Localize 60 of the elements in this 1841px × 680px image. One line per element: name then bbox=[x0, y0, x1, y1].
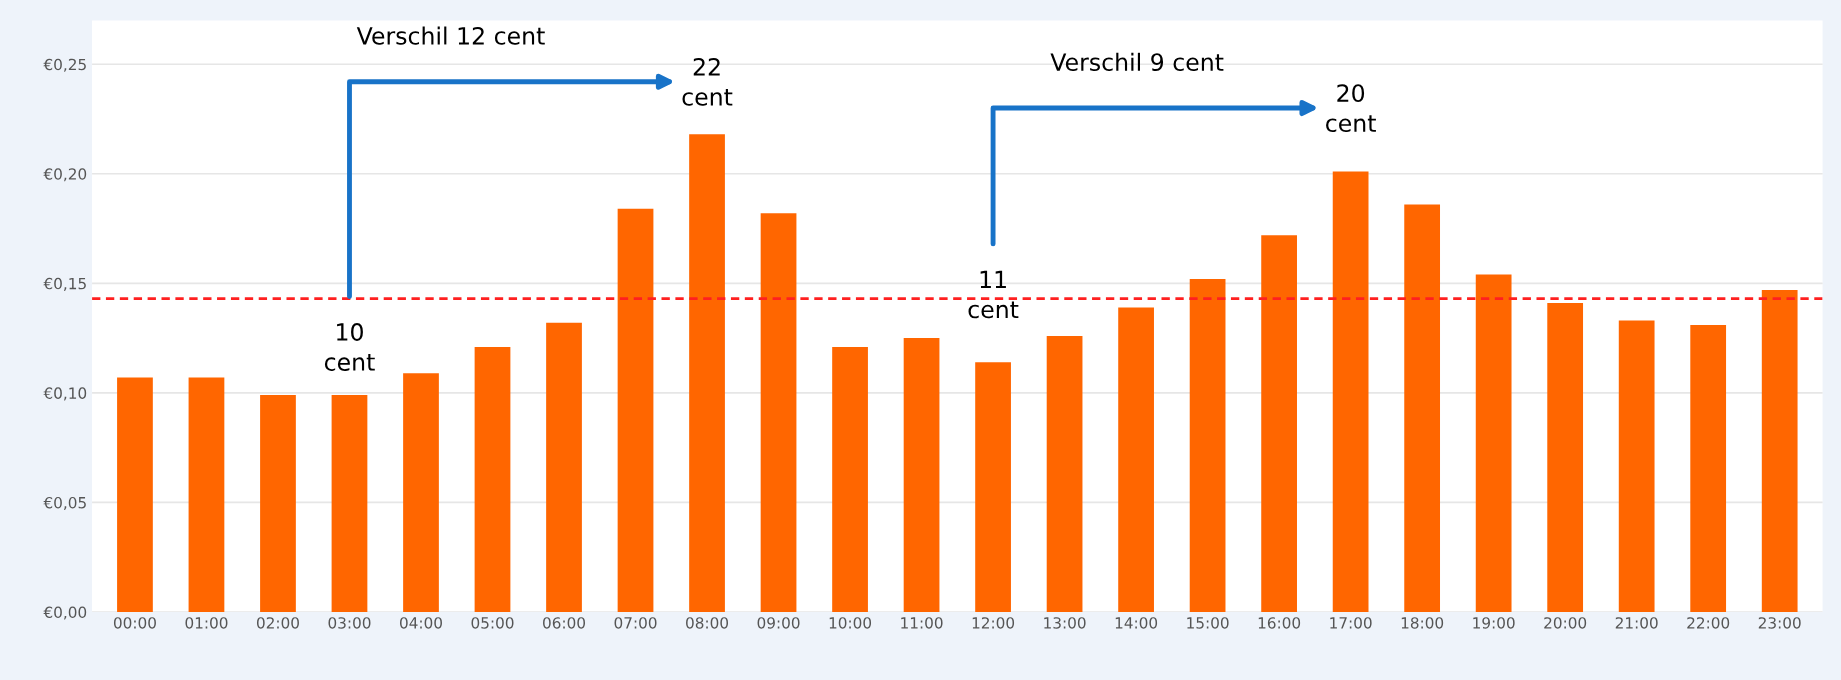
x-tick-label: 05:00 bbox=[471, 617, 514, 629]
bar bbox=[403, 373, 439, 612]
bar bbox=[1475, 274, 1512, 612]
bar bbox=[188, 377, 225, 612]
bar bbox=[331, 395, 368, 612]
x-tick-label: 19:00 bbox=[1473, 617, 1515, 629]
bar bbox=[1618, 320, 1655, 612]
bar bbox=[903, 338, 940, 612]
x-tick-label: 11:00 bbox=[901, 617, 943, 629]
bar bbox=[1404, 204, 1441, 612]
y-tick-label: €0,15 bbox=[43, 277, 86, 291]
x-tick-label: 23:00 bbox=[1758, 617, 1801, 629]
x-tick-label: 10:00 bbox=[829, 617, 872, 629]
bar bbox=[1261, 235, 1297, 612]
bar bbox=[260, 395, 296, 612]
x-tick-label: 01:00 bbox=[185, 617, 228, 629]
x-tick-label: 02:00 bbox=[256, 617, 299, 629]
x-tick-label: 22:00 bbox=[1687, 617, 1730, 629]
bar bbox=[1046, 335, 1083, 612]
annotation: 22 cent bbox=[682, 57, 733, 106]
annotation: Verschil 9 cent bbox=[1050, 52, 1224, 72]
annotation: Verschil 12 cent bbox=[356, 26, 545, 45]
bar bbox=[117, 377, 153, 612]
x-tick-label: 14:00 bbox=[1115, 617, 1158, 629]
x-tick-label: 04:00 bbox=[399, 617, 442, 629]
x-tick-label: 18:00 bbox=[1401, 617, 1444, 629]
bar bbox=[474, 346, 511, 612]
annotation: 20 cent bbox=[1326, 84, 1376, 133]
annotation: 10 cent bbox=[324, 323, 375, 371]
bar bbox=[1690, 324, 1727, 612]
bar bbox=[1189, 278, 1226, 612]
x-tick-label: 12:00 bbox=[972, 617, 1015, 629]
y-tick-label: €0,25 bbox=[43, 58, 86, 72]
bar bbox=[1761, 289, 1798, 612]
bar bbox=[760, 213, 797, 612]
x-tick-label: 13:00 bbox=[1044, 617, 1086, 629]
y-tick-label: €0,10 bbox=[43, 387, 87, 401]
bar bbox=[1332, 171, 1369, 612]
bar bbox=[832, 346, 868, 612]
annotation: 11 cent bbox=[968, 270, 1019, 319]
x-tick-label: 06:00 bbox=[543, 617, 586, 629]
x-tick-label: 00:00 bbox=[113, 617, 156, 629]
y-tick-label: €0,20 bbox=[43, 168, 87, 182]
x-tick-label: 21:00 bbox=[1615, 617, 1658, 629]
y-tick-label: €0,05 bbox=[43, 496, 86, 511]
bar bbox=[617, 208, 654, 612]
x-tick-label: 17:00 bbox=[1330, 617, 1372, 629]
bar bbox=[1118, 307, 1154, 612]
bar bbox=[1547, 303, 1584, 612]
x-tick-label: 16:00 bbox=[1258, 617, 1301, 629]
y-tick-label: €0,00 bbox=[43, 606, 87, 620]
x-tick-label: 08:00 bbox=[686, 617, 729, 629]
x-tick-label: 09:00 bbox=[757, 617, 800, 629]
x-tick-label: 15:00 bbox=[1187, 617, 1229, 629]
bar bbox=[975, 362, 1011, 612]
bar bbox=[546, 322, 582, 612]
x-tick-label: 07:00 bbox=[614, 617, 657, 629]
x-tick-label: 20:00 bbox=[1544, 617, 1587, 629]
bar bbox=[689, 134, 725, 612]
x-tick-label: 03:00 bbox=[328, 617, 371, 629]
